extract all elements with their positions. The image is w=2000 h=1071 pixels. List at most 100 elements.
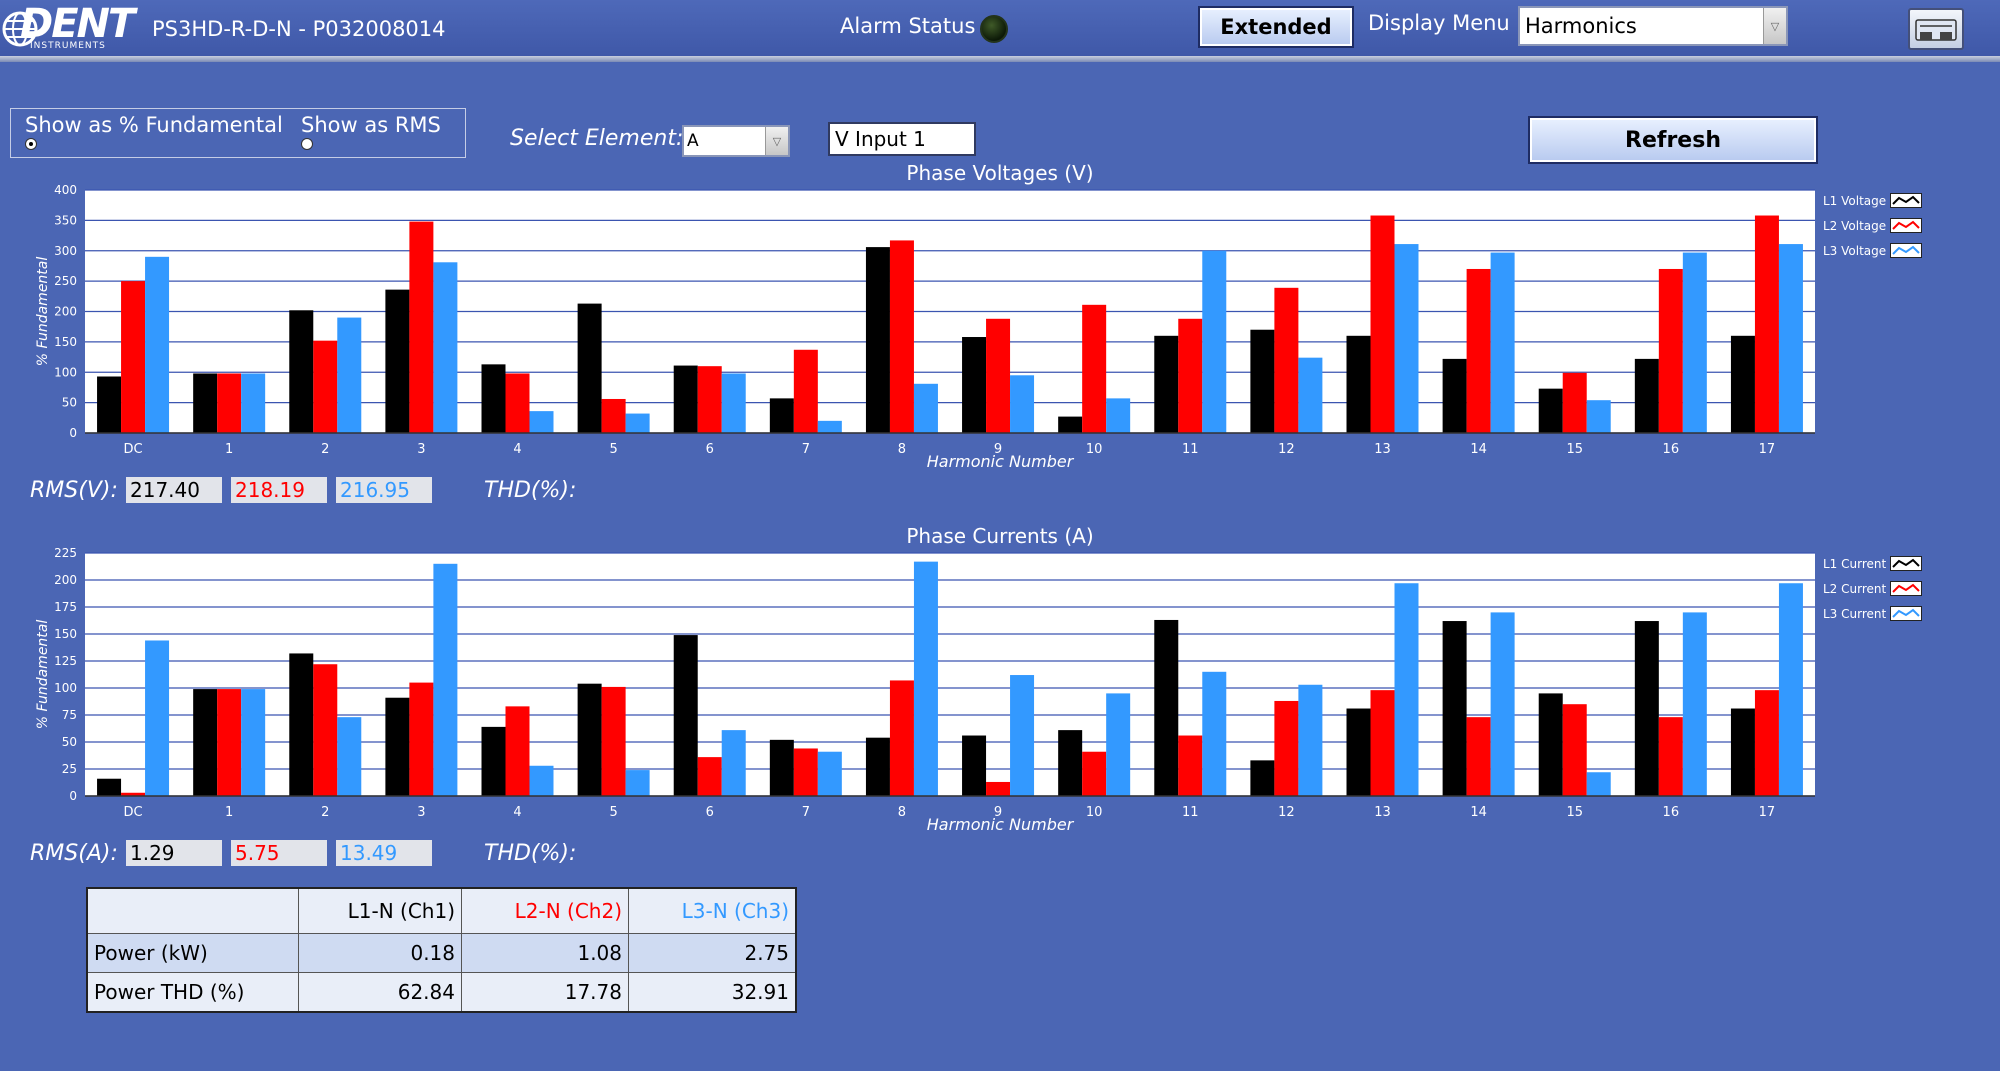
bar [1634, 358, 1659, 433]
bar [625, 770, 650, 796]
table-cell: 62.84 [298, 972, 462, 1013]
bar [313, 664, 338, 796]
x-tick-label: 16 [1663, 442, 1680, 457]
x-tick-label: 4 [513, 805, 521, 820]
y-tick-label: 150 [54, 627, 77, 641]
config-tool-icon[interactable] [1908, 8, 1964, 50]
table-row-label: Power (kW) [86, 933, 299, 973]
y-axis-label: % Fundamental [35, 620, 51, 730]
bar [217, 689, 242, 796]
bar [1394, 583, 1419, 796]
rms-current-l2: 5.75 [231, 840, 327, 866]
display-menu-label: Display Menu [1368, 11, 1510, 35]
bar [601, 686, 626, 796]
x-tick-label: 3 [417, 442, 425, 457]
bar [1202, 671, 1227, 796]
x-tick-label: 2 [321, 805, 329, 820]
y-tick-label: 50 [62, 735, 77, 749]
select-element-value: A [687, 131, 699, 151]
table-row-label: Power THD (%) [86, 972, 299, 1013]
bar [529, 765, 554, 796]
x-tick-label: 7 [802, 805, 810, 820]
bar [385, 289, 410, 433]
legend-swatch [1890, 218, 1923, 233]
bar [145, 640, 170, 796]
x-tick-label: 10 [1086, 805, 1103, 820]
y-tick-label: 100 [54, 365, 77, 379]
bar [1778, 583, 1803, 796]
bar [1490, 252, 1515, 433]
select-element-dropdown[interactable]: A ▽ [682, 125, 790, 157]
display-menu-select[interactable]: Harmonics ▽ [1518, 6, 1788, 46]
bar [817, 420, 842, 433]
bar [1010, 375, 1035, 433]
bar [1082, 304, 1107, 433]
bar [121, 281, 146, 433]
refresh-button[interactable]: Refresh [1528, 116, 1818, 164]
bar [721, 730, 746, 796]
legend-item: L2 Current [1823, 581, 1923, 596]
rms-voltage-l1: 217.40 [126, 477, 222, 503]
input-name-field[interactable]: V Input 1 [828, 122, 976, 156]
table-row: Power (kW) 0.18 1.08 2.75 [86, 933, 797, 973]
logo-text: DENT [20, 1, 135, 47]
legend-swatch [1890, 556, 1923, 571]
bar [433, 563, 458, 796]
y-tick-label: 125 [54, 654, 77, 668]
x-tick-label: 16 [1663, 805, 1680, 820]
y-tick-label: 50 [62, 396, 77, 410]
logo-subtitle: INSTRUMENTS [30, 41, 106, 51]
bar [337, 317, 362, 433]
bar [577, 683, 602, 796]
x-tick-label: 10 [1086, 442, 1103, 457]
thd-voltage-label: THD(%): [484, 478, 577, 503]
table-header-cell: L2-N (Ch2) [461, 887, 629, 934]
bar [1658, 268, 1683, 433]
bar [697, 757, 722, 796]
bar [313, 340, 338, 433]
table-cell: 17.78 [461, 972, 629, 1013]
x-axis-label: Harmonic Number [927, 815, 1075, 834]
legend-label: L2 Voltage [1823, 218, 1887, 233]
bar [1154, 335, 1179, 433]
radio-rms[interactable] [301, 138, 313, 150]
bar [1490, 612, 1515, 796]
bar [1154, 619, 1179, 796]
phase-currents-chart: Phase Currents (A)0255075100125150175200… [35, 524, 1815, 834]
x-tick-label: 1 [225, 442, 233, 457]
x-tick-label: 9 [994, 805, 1002, 820]
x-tick-label: 9 [994, 442, 1002, 457]
rms-voltage-label: RMS(V): [30, 478, 118, 503]
bar [1250, 760, 1275, 796]
bar [793, 349, 818, 433]
bar [673, 635, 698, 796]
x-tick-label: 11 [1182, 442, 1199, 457]
legend-swatch [1890, 606, 1923, 621]
bar [697, 366, 722, 433]
bar [1682, 612, 1707, 796]
bar [913, 561, 938, 796]
bar [289, 310, 314, 433]
bar [1538, 388, 1563, 433]
extended-button[interactable]: Extended [1198, 6, 1354, 48]
x-tick-label: 6 [706, 442, 714, 457]
bar [1442, 358, 1467, 433]
header-divider [0, 56, 2000, 62]
radio-fundamental[interactable] [25, 138, 37, 150]
bar [1778, 244, 1803, 433]
bar [1346, 708, 1371, 796]
bar [962, 735, 987, 796]
bar [145, 256, 170, 433]
bar [1562, 704, 1587, 796]
bar [721, 373, 746, 433]
chevron-down-icon[interactable]: ▽ [1763, 8, 1786, 44]
rms-current-l1: 1.29 [126, 840, 222, 866]
chevron-down-icon[interactable]: ▽ [765, 127, 788, 155]
bar [1586, 772, 1611, 796]
y-axis-label: % Fundamental [35, 257, 51, 367]
x-tick-label: 13 [1374, 805, 1391, 820]
y-tick-label: 0 [69, 789, 77, 803]
x-tick-label: 17 [1759, 442, 1776, 457]
bar [962, 337, 987, 433]
chart-title: Phase Voltages (V) [906, 161, 1093, 185]
